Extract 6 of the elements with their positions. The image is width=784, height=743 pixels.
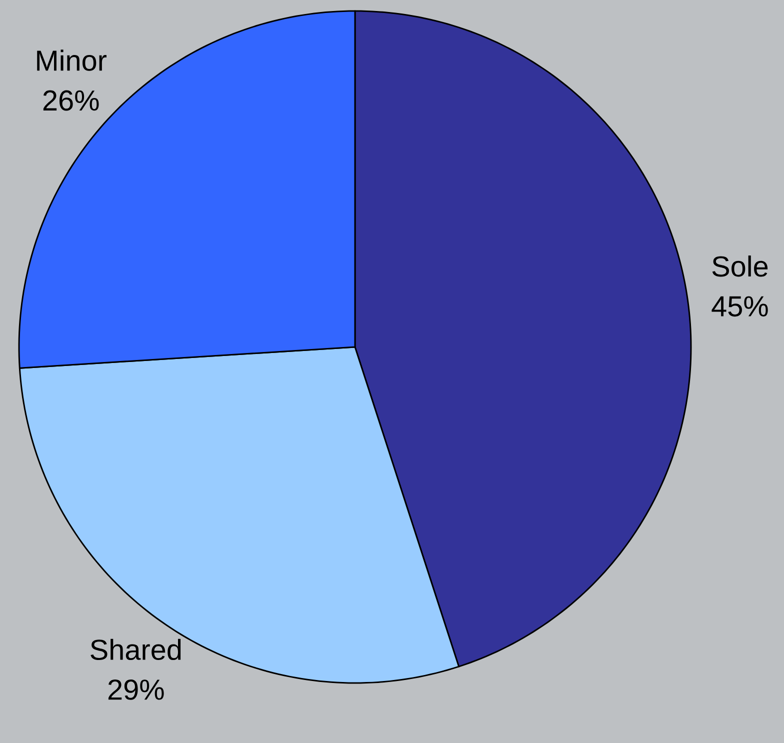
- data-label: 29%: [108, 679, 164, 700]
- data-label: 26%: [43, 90, 99, 111]
- slice-label: Sole: [712, 255, 768, 277]
- data-label: 45%: [712, 296, 768, 317]
- slice-label: Shared: [90, 638, 181, 660]
- slice-label: Minor: [37, 50, 107, 71]
